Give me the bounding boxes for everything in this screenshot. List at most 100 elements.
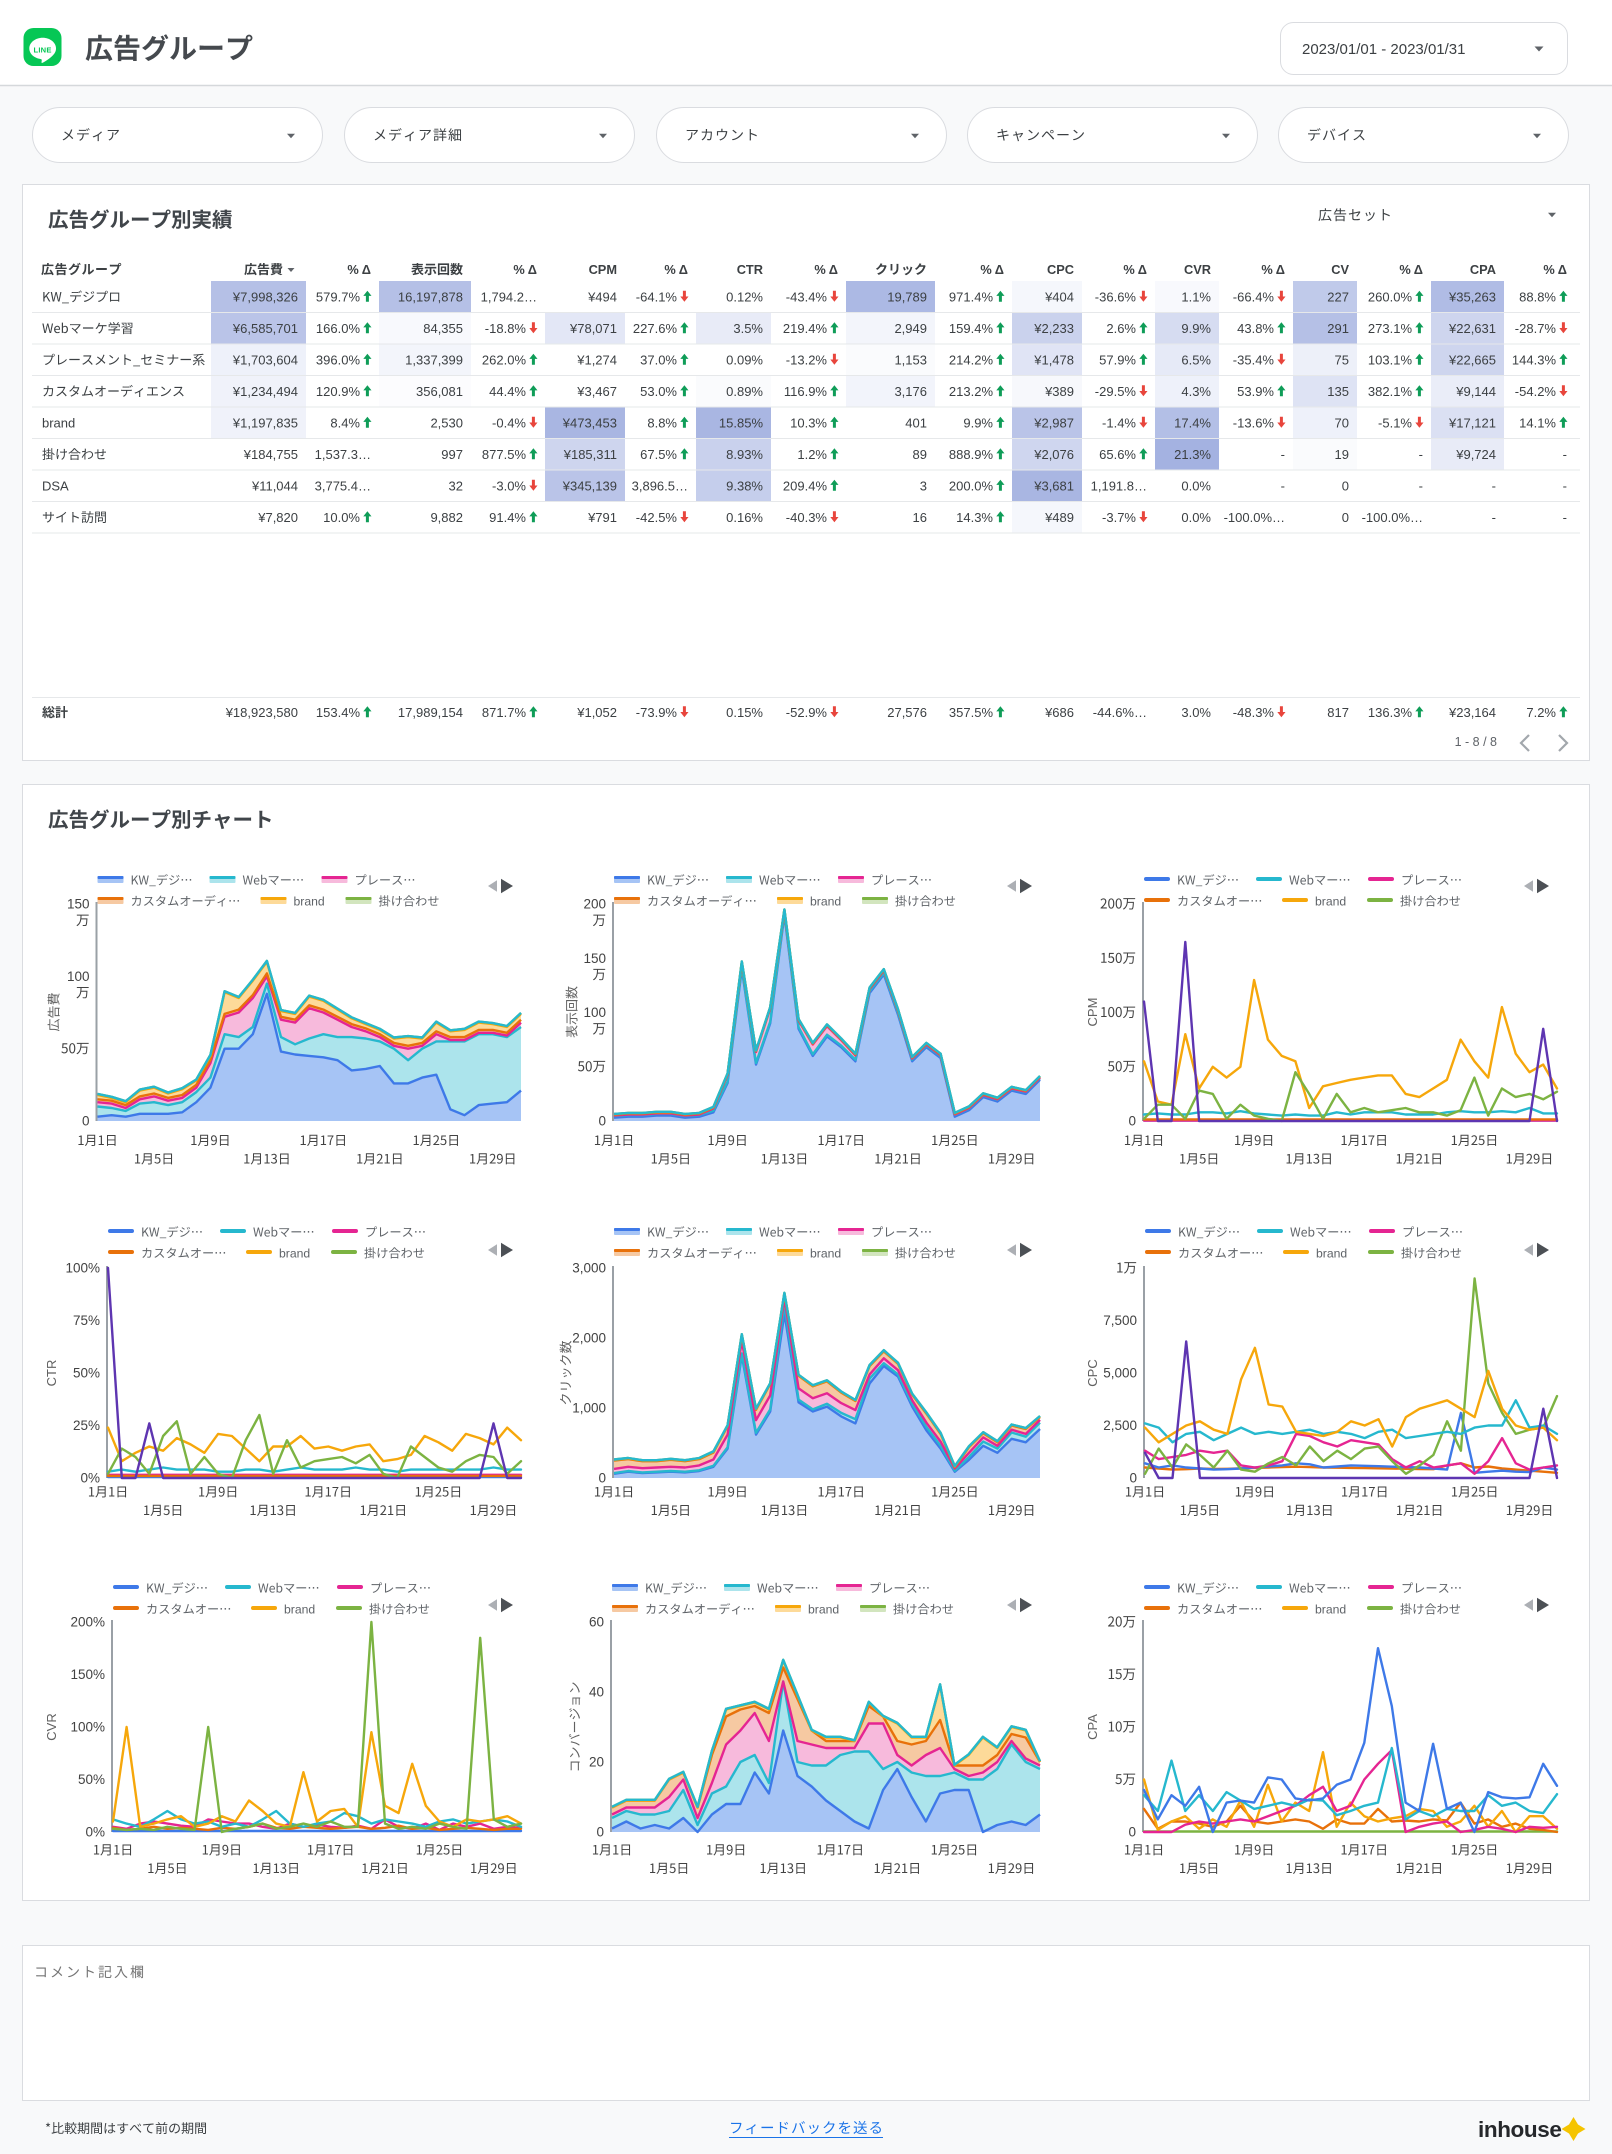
svg-text:brand: brand: [1316, 1247, 1347, 1261]
svg-text:¥1,052: ¥1,052: [576, 705, 617, 720]
svg-text:% Δ: % Δ: [1123, 262, 1147, 277]
svg-text:-: -: [1281, 479, 1285, 494]
svg-text:% Δ: % Δ: [513, 262, 537, 277]
svg-text:60: 60: [589, 1615, 604, 1630]
svg-text:CTR: CTR: [737, 262, 763, 277]
svg-text:70: 70: [1335, 416, 1349, 431]
svg-text:-54.2%: -54.2%: [1515, 384, 1557, 399]
svg-text:CPA: CPA: [1470, 262, 1496, 277]
svg-text:0: 0: [1128, 1114, 1136, 1129]
svg-text:150: 150: [67, 897, 90, 912]
svg-text:1.2%: 1.2%: [797, 447, 827, 462]
svg-text:-: -: [1492, 510, 1496, 525]
svg-text:19: 19: [1335, 447, 1349, 462]
svg-text:65.6%: 65.6%: [1099, 447, 1136, 462]
svg-text:0: 0: [598, 1471, 606, 1486]
svg-text:75: 75: [1335, 353, 1349, 368]
svg-text:¥3,467: ¥3,467: [576, 384, 617, 399]
svg-text:67.5%: 67.5%: [640, 447, 677, 462]
svg-text:227: 227: [1327, 290, 1349, 305]
svg-text:LINE: LINE: [34, 46, 52, 55]
svg-text:-: -: [1563, 447, 1567, 462]
svg-text:0.0%: 0.0%: [1181, 510, 1211, 525]
svg-text:213.2%: 213.2%: [949, 384, 994, 399]
svg-text:871.7%: 871.7%: [482, 705, 527, 720]
svg-text:214.2%: 214.2%: [949, 353, 994, 368]
svg-text:-: -: [1563, 510, 1567, 525]
svg-text:200%: 200%: [70, 1615, 105, 1630]
svg-text:-: -: [1492, 479, 1496, 494]
svg-text:25%: 25%: [73, 1418, 100, 1433]
svg-text:-66.4%: -66.4%: [1233, 290, 1275, 305]
svg-text:260.0%: 260.0%: [1368, 290, 1413, 305]
svg-text:50%: 50%: [73, 1366, 100, 1381]
svg-text:6.5%: 6.5%: [1181, 353, 1211, 368]
svg-text:0.0%: 0.0%: [1181, 479, 1211, 494]
svg-text:CPM: CPM: [1085, 998, 1100, 1027]
svg-text:¥1,478: ¥1,478: [1033, 353, 1074, 368]
svg-text:¥185,311: ¥185,311: [563, 447, 617, 462]
svg-text:inhouse: inhouse: [1478, 2117, 1561, 2142]
svg-text:% Δ: % Δ: [980, 262, 1004, 277]
svg-text:10.3%: 10.3%: [790, 416, 827, 431]
svg-text:¥78,071: ¥78,071: [569, 321, 617, 336]
svg-text:¥7,820: ¥7,820: [257, 510, 298, 525]
svg-text:32: 32: [449, 479, 463, 494]
svg-text:-52.9%: -52.9%: [786, 705, 828, 720]
svg-text:262.0%: 262.0%: [482, 353, 527, 368]
svg-text:-13.6%: -13.6%: [1233, 416, 1275, 431]
svg-text:¥11,044: ¥11,044: [251, 479, 298, 494]
svg-text:200: 200: [583, 897, 606, 912]
svg-text:0: 0: [1342, 510, 1349, 525]
svg-text:-3.0%: -3.0%: [492, 479, 526, 494]
svg-text:17.4%: 17.4%: [1174, 416, 1211, 431]
svg-text:888.9%: 888.9%: [949, 447, 994, 462]
svg-text:¥35,263: ¥35,263: [1448, 290, 1496, 305]
svg-text:3.5%: 3.5%: [733, 321, 763, 336]
svg-text:3,000: 3,000: [572, 1261, 606, 1276]
svg-text:% Δ: % Δ: [1399, 262, 1423, 277]
svg-text:21.3%: 21.3%: [1174, 447, 1211, 462]
svg-text:CTR: CTR: [44, 1360, 59, 1387]
svg-text:0%: 0%: [80, 1471, 100, 1486]
svg-text:2,500: 2,500: [1103, 1418, 1137, 1433]
svg-text:¥489: ¥489: [1044, 510, 1074, 525]
svg-text:971.4%: 971.4%: [949, 290, 994, 305]
svg-text:14.3%: 14.3%: [956, 510, 993, 525]
svg-text:3,775.4…: 3,775.4…: [315, 479, 371, 494]
svg-text:4.3%: 4.3%: [1181, 384, 1211, 399]
svg-text:1,337,399: 1,337,399: [405, 353, 463, 368]
svg-text:% Δ: % Δ: [664, 262, 688, 277]
svg-text:brand: brand: [1315, 895, 1346, 909]
svg-text:10.0%: 10.0%: [323, 510, 360, 525]
svg-text:-36.6%: -36.6%: [1095, 290, 1137, 305]
svg-text:0.15%: 0.15%: [726, 705, 763, 720]
svg-text:0: 0: [596, 1825, 604, 1840]
svg-text:100: 100: [583, 1005, 606, 1020]
svg-text:¥23,164: ¥23,164: [1448, 705, 1496, 720]
svg-text:8.4%: 8.4%: [330, 416, 360, 431]
svg-text:¥22,665: ¥22,665: [1448, 353, 1496, 368]
svg-text:0.12%: 0.12%: [726, 290, 763, 305]
svg-text:¥1,703,604: ¥1,703,604: [232, 353, 298, 368]
svg-text:1,537.3…: 1,537.3…: [315, 447, 371, 462]
svg-text:¥22,631: ¥22,631: [1448, 321, 1496, 336]
svg-text:-: -: [1419, 479, 1423, 494]
svg-text:CPA: CPA: [1085, 1714, 1100, 1740]
svg-text:¥1,197,835: ¥1,197,835: [232, 416, 298, 431]
svg-text:¥2,076: ¥2,076: [1033, 447, 1074, 462]
svg-text:144.3%: 144.3%: [1512, 353, 1557, 368]
svg-text:¥18,923,580: ¥18,923,580: [225, 705, 298, 720]
svg-text:¥494: ¥494: [587, 290, 617, 305]
svg-text:150%: 150%: [70, 1667, 105, 1682]
svg-text:7,500: 7,500: [1103, 1313, 1137, 1328]
svg-text:997: 997: [441, 447, 463, 462]
svg-text:-48.3%: -48.3%: [1233, 705, 1275, 720]
svg-text:9.38%: 9.38%: [726, 479, 763, 494]
svg-text:9,882: 9,882: [430, 510, 463, 525]
svg-text:¥389: ¥389: [1044, 384, 1074, 399]
svg-text:brand: brand: [808, 1603, 839, 1617]
svg-text:% Δ: % Δ: [1543, 262, 1567, 277]
svg-text:2023/01/01 - 2023/01/31: 2023/01/01 - 2023/01/31: [1302, 41, 1465, 58]
svg-text:-5.1%: -5.1%: [1378, 416, 1412, 431]
